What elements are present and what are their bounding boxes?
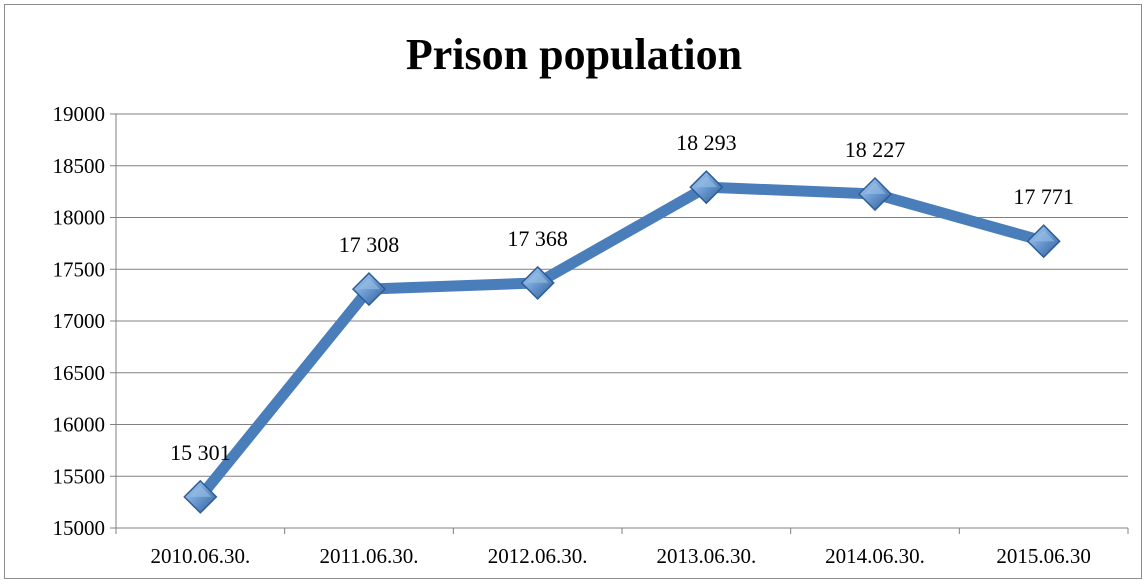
- data-point-marker: [520, 265, 555, 300]
- y-tick-label: 18000: [53, 206, 106, 230]
- grid-lines: [116, 113, 1128, 529]
- y-tick-label: 18500: [53, 154, 106, 178]
- series-markers: [183, 170, 1061, 514]
- data-label: 17 308: [339, 232, 400, 257]
- chart-frame: [4, 4, 1142, 579]
- x-tick-label: 2010.06.30.: [150, 544, 250, 568]
- data-point-marker: [183, 479, 218, 514]
- chart-title: Prison population: [405, 30, 743, 79]
- series-line: [194, 181, 1050, 503]
- data-label: 15 301: [170, 440, 231, 465]
- y-tick-labels: 15000 15500 16000 16500 17000 17500 18000 18500…: [53, 102, 106, 540]
- x-tick-label: 2013.06.30.: [656, 544, 756, 568]
- x-tick-labels: 2010.06.30. 2011.06.30. 2012.06.30. 2013.06…: [150, 544, 1090, 568]
- y-tick-label: 17000: [53, 309, 106, 333]
- data-label: 17 368: [507, 226, 568, 251]
- data-point-marker: [351, 272, 387, 307]
- x-tick-label: 2012.06.30.: [488, 544, 588, 568]
- axes: [110, 113, 1129, 534]
- data-point-marker: [1026, 224, 1061, 259]
- data-label: 17 771: [1013, 184, 1074, 209]
- x-tick-label: 2015.06.30: [996, 544, 1091, 568]
- data-point-marker: [857, 176, 893, 212]
- y-tick-label: 16000: [53, 413, 106, 437]
- data-point-marker: [689, 170, 724, 205]
- data-label: 18 227: [845, 137, 906, 162]
- data-label: 18 293: [676, 130, 737, 155]
- y-tick-label: 15000: [53, 516, 106, 540]
- x-tick-label: 2011.06.30.: [320, 544, 419, 568]
- y-tick-label: 16500: [53, 361, 106, 385]
- series-line-path: [194, 181, 1050, 503]
- data-labels: 15 301 17 308 17 368 18 293 18 227 17 771: [170, 130, 1074, 465]
- y-tick-label: 15500: [53, 464, 106, 488]
- y-tick-label: 19000: [53, 102, 106, 126]
- y-tick-label: 17500: [53, 257, 106, 281]
- x-tick-label: 2014.06.30.: [825, 544, 925, 568]
